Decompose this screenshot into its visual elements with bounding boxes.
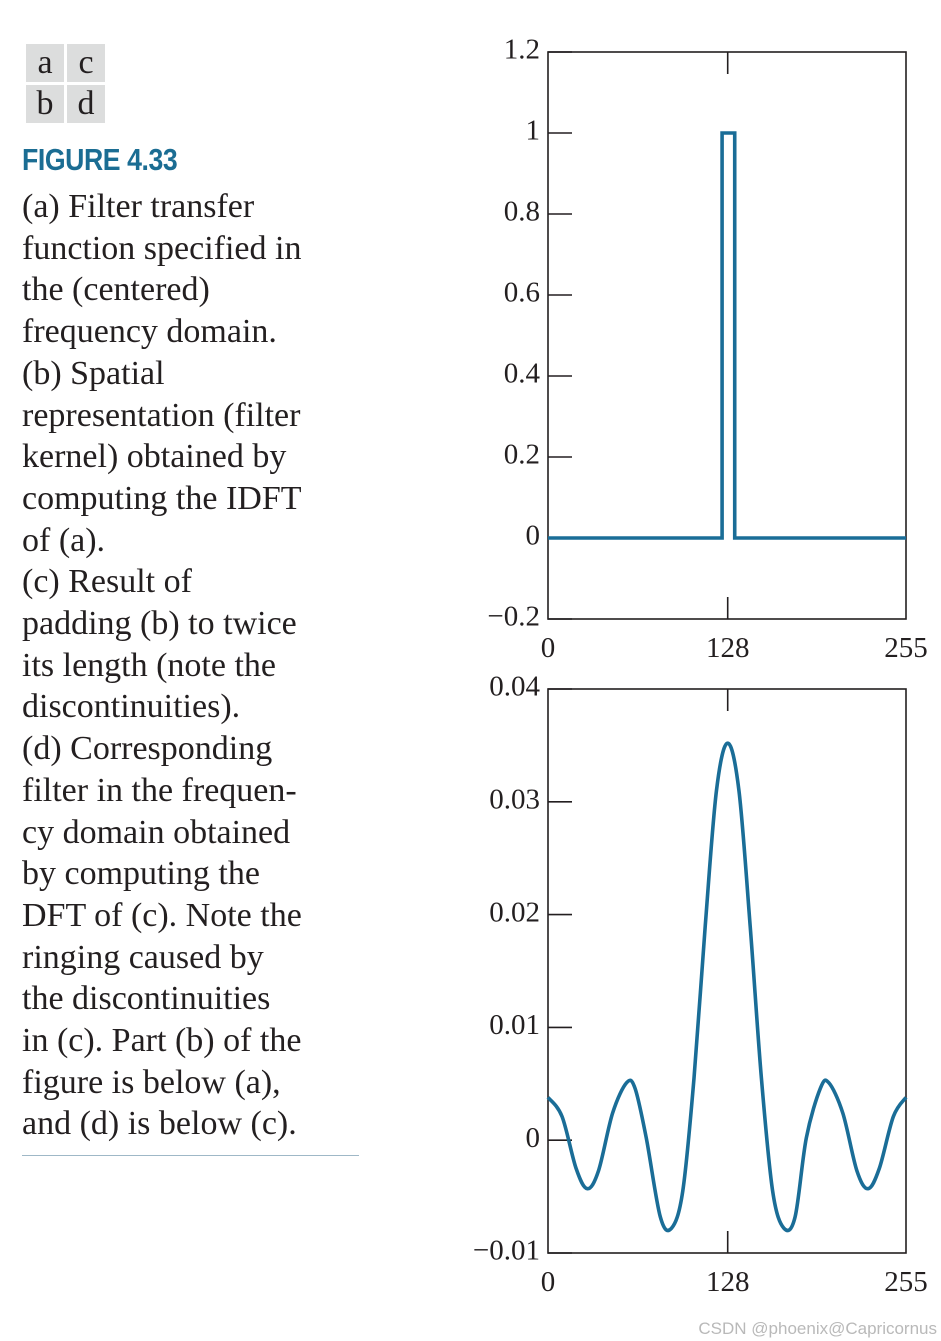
caption-line: (c) Result of xyxy=(22,563,192,601)
y-tick-label: −0.2 xyxy=(487,601,540,633)
y-tick-label: 0.03 xyxy=(489,783,540,815)
caption-line: and (d) is below (c). xyxy=(22,1105,297,1143)
y-tick-label: 1 xyxy=(526,115,541,147)
panel-label-a: a xyxy=(26,44,64,82)
caption-line: of (a). xyxy=(22,521,106,559)
y-tick-label: 0.04 xyxy=(489,671,540,703)
caption-line: computing the IDFT xyxy=(22,479,302,517)
caption-line: ringing caused by xyxy=(22,938,264,976)
caption-line: (a) Filter transfer xyxy=(22,188,255,225)
caption-line: the (centered) xyxy=(22,271,210,309)
watermark: CSDN @phoenix@Capricornus xyxy=(698,1319,937,1338)
x-tick-label: 255 xyxy=(884,632,928,664)
y-tick-label: 0.02 xyxy=(489,896,540,928)
chart-panel-c: −0.200.20.40.60.811.20 128 255 xyxy=(487,34,928,664)
series-line xyxy=(548,131,906,540)
caption-line: discontinuities). xyxy=(22,688,241,726)
panel-label-grid: a c b d xyxy=(26,44,105,123)
caption-line: padding (b) to twice xyxy=(22,605,297,643)
y-tick-label: 0 xyxy=(526,520,541,552)
caption-line: cy domain obtained xyxy=(22,813,291,851)
caption-line: (d) Corresponding xyxy=(22,730,273,768)
caption-line: frequency domain. xyxy=(22,313,277,351)
caption-line: representation (filter xyxy=(22,396,301,434)
y-tick-label: −0.01 xyxy=(473,1235,540,1267)
y-tick-label: 0.8 xyxy=(504,196,540,228)
panel-label-b: b xyxy=(26,85,64,123)
caption-line: in (c). Part (b) of the xyxy=(22,1022,302,1060)
y-tick-label: 0.4 xyxy=(504,358,541,390)
x-tick-label: 255 xyxy=(884,1266,928,1298)
plot-frame xyxy=(547,688,907,1254)
figure-title: FIGURE 4.33 xyxy=(22,142,178,177)
x-tick-label: 0 xyxy=(541,1266,556,1298)
panel-label-d: d xyxy=(67,85,105,123)
caption-divider xyxy=(22,1155,359,1156)
x-tick-label: 128 xyxy=(706,1266,750,1298)
y-tick-label: 0.2 xyxy=(504,439,540,471)
caption-line: (b) Spatial xyxy=(22,354,165,392)
y-tick-label: 0 xyxy=(526,1122,541,1154)
caption-line: its length (note the xyxy=(22,646,277,684)
caption-line: kernel) obtained by xyxy=(22,438,287,476)
panel-label-c: c xyxy=(67,44,105,82)
y-tick-label: 0.01 xyxy=(489,1009,540,1041)
caption-line: figure is below (a), xyxy=(22,1063,281,1101)
caption-line: DFT of (c). Note the xyxy=(22,896,302,934)
y-tick-label: 1.2 xyxy=(504,34,540,66)
caption-line: function specified in xyxy=(22,229,302,267)
caption-line: the discontinuities xyxy=(22,980,271,1018)
figure-caption: (a) Filter transfer function specified i… xyxy=(22,186,368,1145)
series-line xyxy=(546,741,908,1233)
x-tick-label: 128 xyxy=(706,632,750,664)
caption-line: filter in the frequen- xyxy=(22,771,297,809)
caption-line: by computing the xyxy=(22,855,260,893)
y-tick-label: 0.6 xyxy=(504,277,540,309)
x-tick-label: 0 xyxy=(541,632,556,664)
